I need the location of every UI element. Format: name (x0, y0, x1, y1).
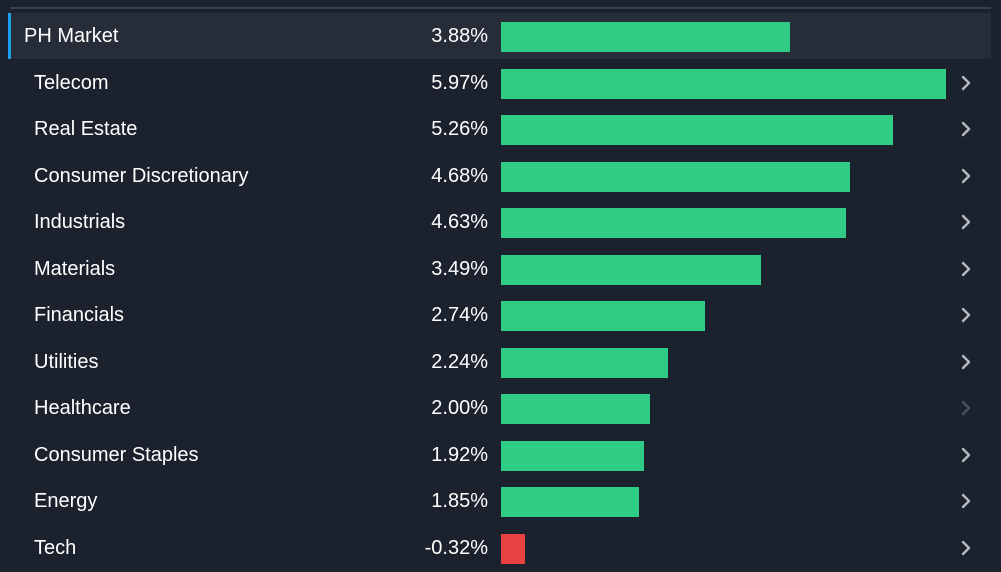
sector-row[interactable]: Healthcare 2.00% (10, 385, 991, 431)
market-label: PH Market (24, 25, 119, 47)
top-divider (10, 7, 991, 9)
chevron-right-icon[interactable] (959, 121, 973, 137)
sector-bar (501, 347, 668, 378)
sector-value-label: 2.00% (431, 397, 488, 419)
sector-value-label: 5.97% (431, 71, 488, 94)
chevron-right-icon[interactable] (959, 168, 973, 184)
sector-row[interactable]: Real Estate 5.26% (10, 106, 991, 152)
sector-row[interactable]: Consumer Discretionary 4.68% (10, 153, 991, 199)
sector-row[interactable]: Financials 2.74% (10, 292, 991, 338)
sector-bar (501, 254, 761, 285)
chevron-right-icon[interactable] (959, 75, 973, 91)
chevron-right-icon[interactable] (959, 214, 973, 230)
sector-label: Financials (34, 304, 125, 326)
chevron-right-icon[interactable] (959, 447, 973, 463)
chevron-right-icon[interactable] (959, 307, 973, 323)
sector-value-label: 4.63% (431, 211, 488, 233)
sector-label: Consumer Staples (34, 443, 199, 466)
sector-row[interactable]: Industrials 4.63% (10, 199, 991, 245)
sector-bar (501, 301, 705, 331)
sector-row[interactable]: Energy 1.85% (10, 478, 991, 524)
chevron-right-icon[interactable] (959, 261, 973, 277)
sector-bar (501, 487, 639, 517)
market-bar (501, 22, 790, 52)
sector-label: Consumer Discretionary (34, 164, 249, 187)
sector-label: Industrials (34, 211, 126, 233)
sector-value-label: 3.49% (431, 257, 488, 280)
chevron-right-icon[interactable] (959, 354, 973, 370)
sector-value-label: 1.85% (431, 490, 488, 512)
sector-row[interactable]: Consumer Staples 1.92% (10, 432, 991, 478)
sector-bar (501, 68, 946, 99)
sector-label: Utilities (34, 350, 99, 373)
chevron-right-icon-dim[interactable] (959, 400, 973, 416)
sector-row[interactable]: Utilities 2.24% (10, 339, 991, 385)
sector-row[interactable]: Tech -0.32% (10, 525, 991, 571)
sector-label: Telecom (34, 71, 109, 94)
sector-label: Real Estate (34, 118, 138, 140)
sector-label: Tech (34, 536, 77, 559)
sector-bar (501, 161, 850, 192)
sector-label: Healthcare (34, 397, 131, 419)
sector-value-label: 4.68% (431, 164, 488, 187)
sector-value-label: 5.26% (431, 118, 488, 140)
sector-bar (501, 440, 644, 471)
sector-bar (501, 533, 525, 564)
market-row: PH Market 3.88% (8, 13, 991, 59)
sector-row[interactable]: Materials 3.49% (10, 246, 991, 292)
sector-value-label: 1.92% (431, 443, 488, 466)
sector-label: Materials (34, 257, 116, 280)
chevron-right-icon[interactable] (959, 540, 973, 556)
sector-value-label: -0.32% (424, 536, 488, 559)
selected-accent (8, 13, 11, 59)
market-value-label: 3.88% (431, 25, 488, 47)
sector-label: Energy (34, 490, 98, 512)
sector-row[interactable]: Telecom 5.97% (10, 60, 991, 106)
sector-value-label: 2.74% (431, 304, 488, 326)
chevron-right-icon[interactable] (959, 493, 973, 509)
sector-bar (501, 208, 846, 238)
sector-bar (501, 115, 893, 145)
sector-bar (501, 394, 650, 424)
sector-value-label: 2.24% (431, 350, 488, 373)
